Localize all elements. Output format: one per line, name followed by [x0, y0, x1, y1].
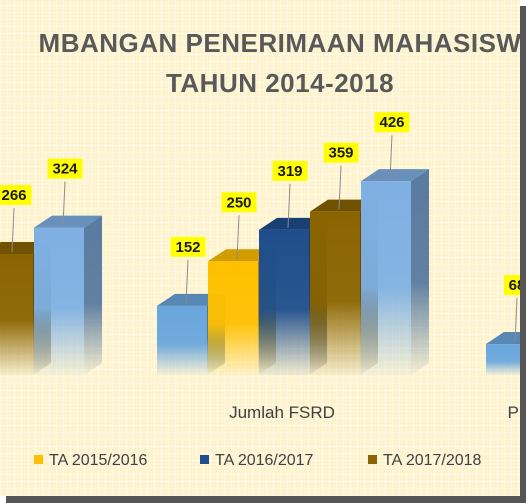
svg-text:359: 359 [328, 145, 353, 162]
data-label-1-4: 426 [374, 112, 410, 180]
svg-text:426: 426 [379, 114, 404, 131]
bar-top [34, 215, 102, 228]
bar-1-4 [361, 169, 429, 375]
legend-item-0: TA 2015/2016 [34, 452, 148, 469]
data-label-1-0: 152 [170, 236, 206, 304]
bar-front [208, 261, 258, 375]
legend-item-1: TA 2016/2017 [200, 452, 314, 469]
chart-title-line2: TAHUN 2014-2018 [165, 68, 395, 98]
svg-text:266: 266 [1, 187, 26, 204]
category-label-2: Pr [508, 403, 521, 422]
bar-front [0, 253, 33, 375]
bar-front [361, 181, 411, 375]
svg-text:324: 324 [52, 161, 78, 178]
bar-side [84, 215, 102, 375]
data-label-1-1: 250 [221, 192, 257, 260]
legend-swatch [368, 455, 377, 464]
svg-text:319: 319 [277, 163, 302, 180]
data-label-1-3: 359 [323, 142, 359, 210]
bar-front [34, 227, 84, 375]
bar-front [259, 229, 309, 375]
bar-plot: 15268250319266359324426 PJumlah FSRDPr T… [0, 112, 521, 469]
bar-front [486, 344, 520, 375]
legend-swatch [34, 455, 43, 464]
bar-front [157, 305, 207, 375]
legend-item-2: TA 2017/2018 [368, 452, 482, 469]
bar-front [310, 211, 360, 375]
svg-text:250: 250 [226, 194, 251, 211]
bar-top [486, 332, 520, 345]
legend-label: TA 2015/2016 [49, 452, 148, 469]
svg-text:152: 152 [175, 239, 200, 256]
svg-text:68: 68 [509, 277, 520, 294]
data-label-0-3: 266 [0, 184, 32, 252]
legend-label: TA 2016/2017 [215, 452, 314, 469]
category-label-1: Jumlah FSRD [229, 403, 335, 422]
bar-side [411, 169, 429, 375]
chart-title-line1: MBANGAN PENERIMAAN MAHASISW [38, 28, 520, 58]
data-label-1-2: 319 [272, 160, 308, 228]
legend-swatch [200, 455, 209, 464]
legend-label: TA 2017/2018 [383, 452, 482, 469]
bar-0-4 [34, 215, 102, 375]
bar-2-0 [486, 332, 520, 375]
data-label-2-0: 68 [504, 275, 520, 343]
chart-frame: MBANGAN PENERIMAAN MAHASISW TAHUN 2014-2… [0, 0, 520, 496]
bar-top [361, 169, 429, 182]
data-label-0-4: 324 [47, 158, 83, 226]
